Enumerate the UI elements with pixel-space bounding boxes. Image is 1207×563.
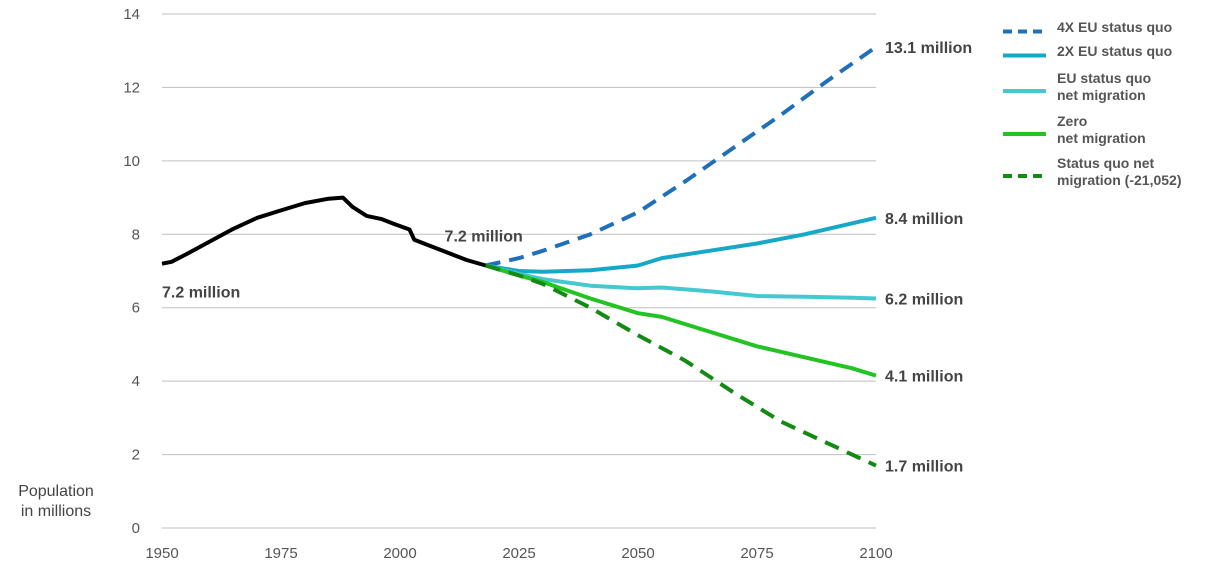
x-tick-label: 1950	[145, 545, 178, 562]
series-line	[485, 263, 877, 301]
x-tick-label: 1975	[264, 545, 297, 562]
legend-label: Status quo net migration (-21,052)	[1057, 155, 1181, 188]
historical-line	[161, 195, 487, 268]
x-tick-label: 2050	[621, 545, 654, 562]
legend-label: EU status quo net migration	[1057, 70, 1151, 103]
x-tick-label: 2100	[859, 545, 892, 562]
x-tick-label: 2000	[383, 545, 416, 562]
legend-label: Zero net migration	[1057, 113, 1146, 146]
axis-ticks: 0 2 4 6 8 10 12 14 1950 1975 2000 2025 2050 2075 2100	[123, 6, 892, 562]
x-tick-label: 2025	[502, 545, 535, 562]
y-tick-label: 0	[132, 520, 140, 537]
legend-label: 2X EU status quo	[1057, 43, 1172, 59]
series-end-label: 8.4 million	[885, 211, 963, 228]
series-end-label: 6.2 million	[885, 292, 963, 309]
series-end-label: 1.7 million	[885, 459, 963, 476]
y-tick-label: 2	[132, 447, 140, 464]
series-line	[485, 215, 877, 274]
legend-label: 4X EU status quo	[1057, 19, 1172, 35]
y-tick-label: 4	[132, 373, 140, 390]
legend: 4X EU status quo 2X EU status quo EU statu…	[1003, 19, 1181, 188]
series-line	[485, 45, 878, 268]
y-tick-label: 14	[123, 6, 140, 23]
annotation-label: 7.2 million	[445, 228, 523, 245]
series-end-label: 4.1 million	[885, 369, 963, 386]
series-line	[485, 263, 877, 468]
series-lines	[161, 45, 878, 468]
annotation-label: 7.2 million	[162, 285, 240, 302]
data-labels: 13.1 million 8.4 million 6.2 million 4.1 mi…	[162, 40, 972, 476]
series-end-label: 13.1 million	[885, 40, 972, 57]
y-axis-label: Population in millions	[18, 483, 94, 520]
gridlines	[162, 13, 876, 529]
y-tick-label: 8	[132, 226, 140, 243]
y-tick-label: 6	[132, 300, 140, 317]
y-tick-label: 12	[123, 79, 140, 96]
x-tick-label: 2075	[740, 545, 773, 562]
y-tick-label: 10	[123, 153, 140, 170]
